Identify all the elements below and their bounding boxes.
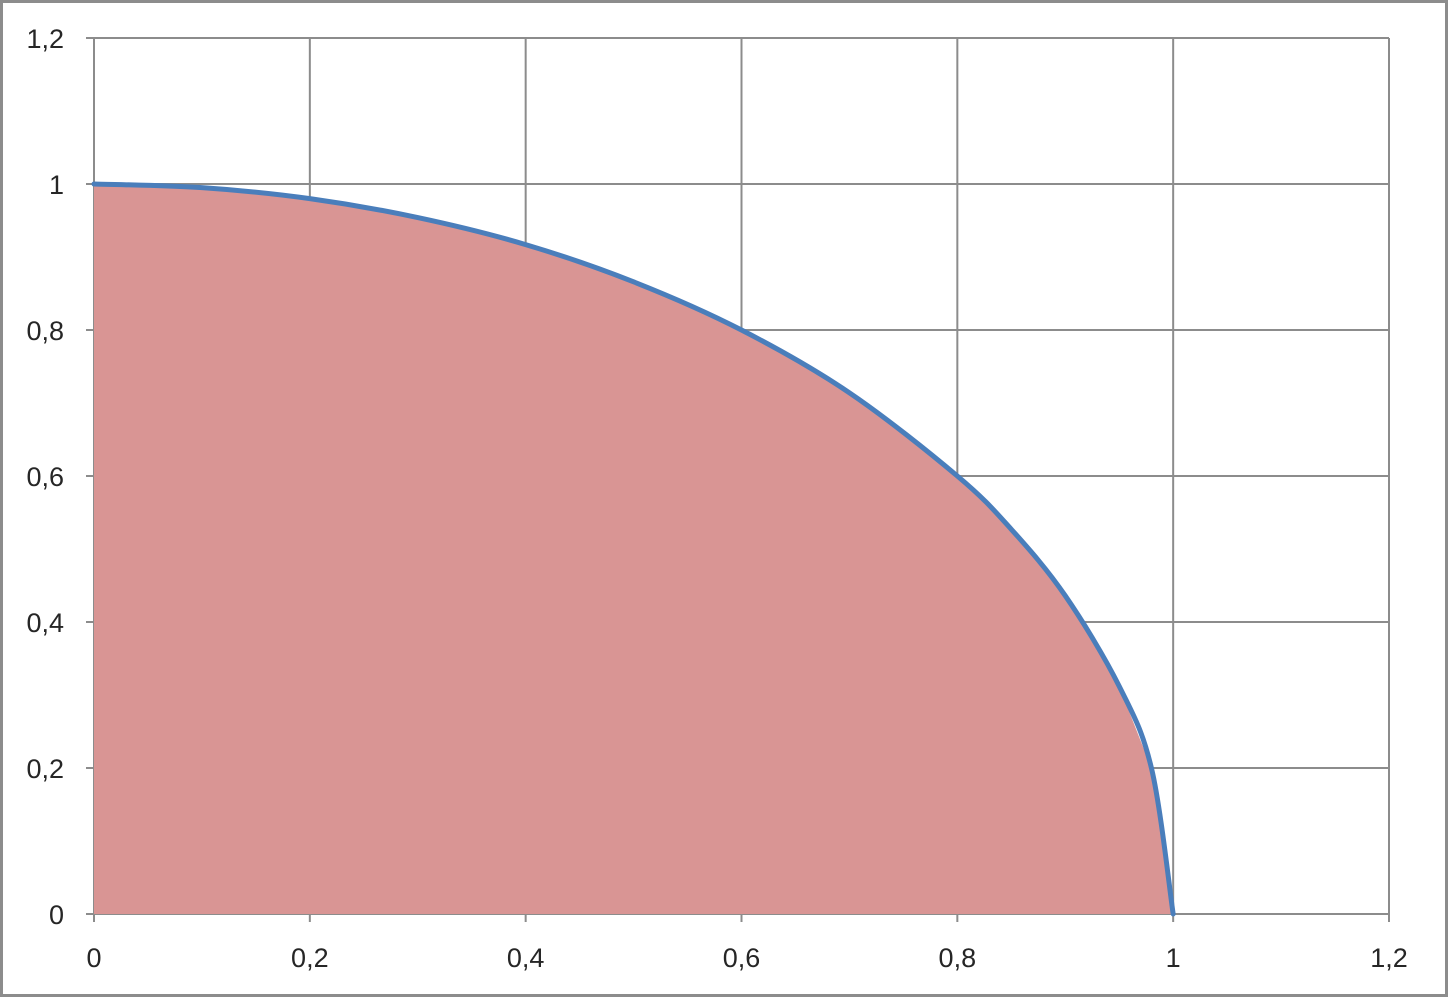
x-tick-label: 0,6 — [723, 943, 761, 973]
area-series — [94, 184, 1174, 914]
y-tick-label: 0,8 — [26, 316, 64, 346]
x-tick-label: 0,4 — [507, 943, 545, 973]
x-tick-label: 1 — [1166, 943, 1181, 973]
y-axis-ticks: 0 0,2 0,4 0,6 0,8 1 1,2 — [26, 24, 64, 930]
x-tick-label: 0,2 — [291, 943, 329, 973]
line-series — [91, 181, 1176, 917]
x-tick-label: 0,8 — [939, 943, 977, 973]
y-tick-label: 1 — [49, 170, 64, 200]
y-tick-label: 1,2 — [26, 24, 64, 54]
y-tick-label: 0 — [49, 900, 64, 930]
x-axis-ticks: 0 0,2 0,4 0,6 0,8 1 1,2 — [86, 943, 1407, 973]
x-tick-label: 1,2 — [1370, 943, 1408, 973]
area-fill — [94, 184, 1174, 914]
y-tick-label: 0,4 — [26, 608, 64, 638]
x-tick-label: 0 — [86, 943, 101, 973]
series-line — [91, 181, 1176, 917]
y-tick-label: 0,6 — [26, 462, 64, 492]
y-tick-label: 0,2 — [26, 754, 64, 784]
